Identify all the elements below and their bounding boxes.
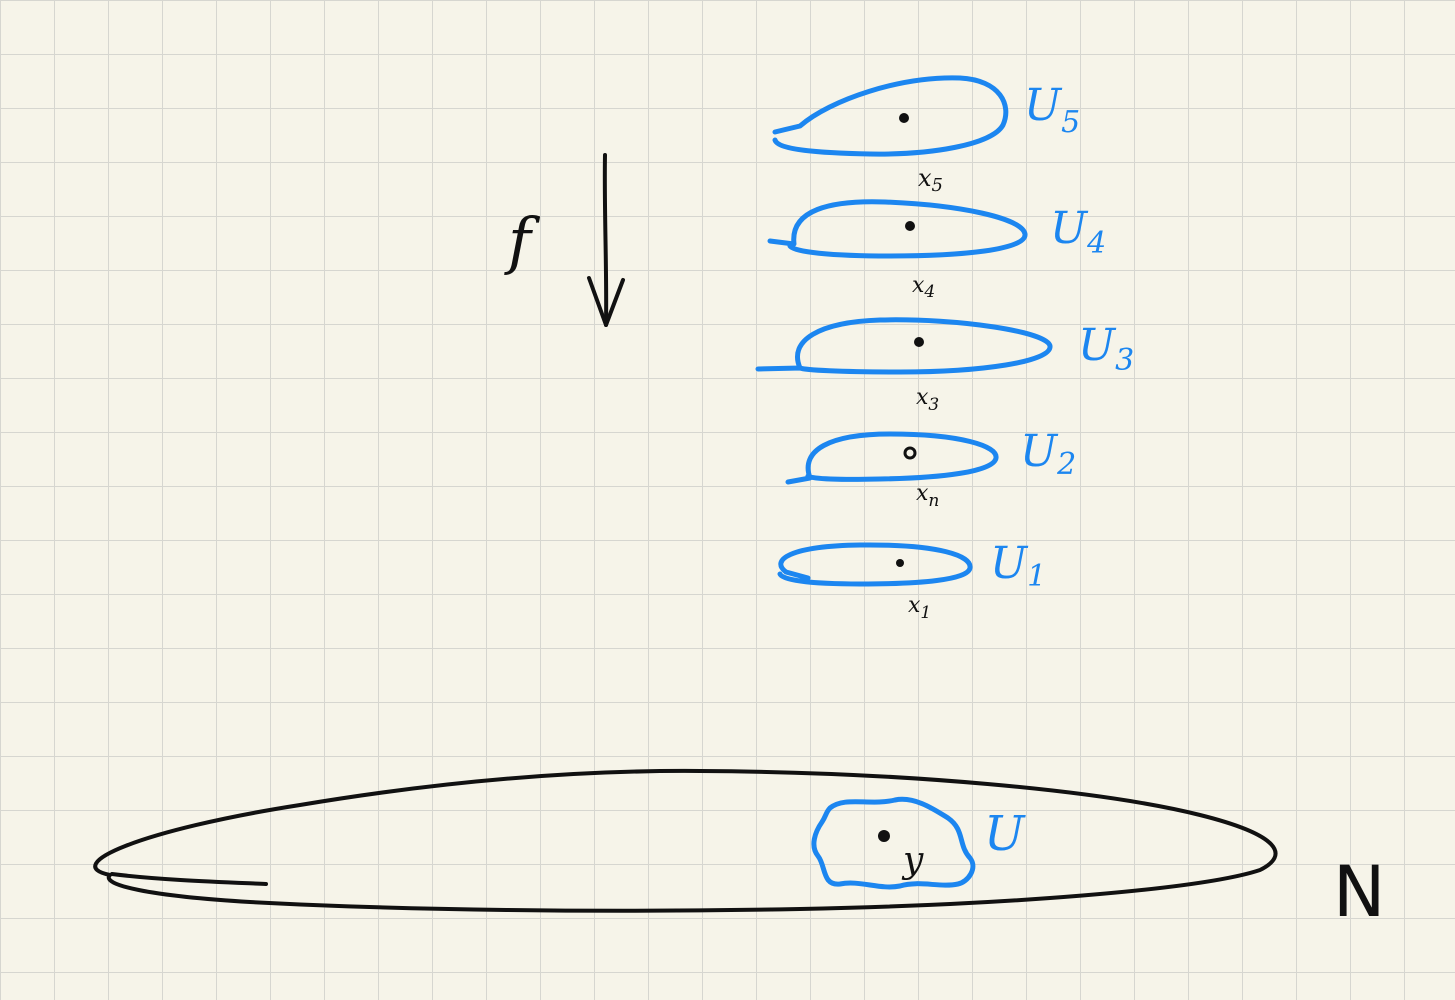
base-manifold: N (93, 768, 1385, 933)
sheet-u2: xn U2 (785, 426, 1076, 511)
sheet-u1-point-label: x1 (908, 593, 931, 623)
map-arrow-head (587, 276, 625, 327)
neighborhood-u: y U (811, 796, 1026, 890)
sheet-u2-point-dot (903, 446, 917, 460)
sheet-u5-outline (772, 75, 1009, 157)
point-y-label: y (901, 840, 924, 881)
sheet-u4-label: U4 (1050, 203, 1106, 261)
sheet-u5-point-dot (899, 113, 909, 123)
sheet-u1: x1 U1 (777, 538, 1046, 623)
sheet-u3-outline (755, 317, 1053, 375)
sheet-u4-point-dot (905, 221, 915, 231)
sheet-u2-outline (785, 431, 999, 485)
sheet-u2-point-label: xn (916, 481, 939, 511)
base-manifold-outline (93, 768, 1278, 913)
sheet-u4-point-label: x4 (912, 273, 935, 302)
sheet-u4: x4 U4 (767, 199, 1106, 302)
neighborhood-u-label: U (984, 806, 1026, 862)
sheet-u1-point-dot (896, 559, 904, 567)
sheet-u1-label: U1 (990, 538, 1046, 594)
sheet-u2-label: U2 (1020, 426, 1076, 482)
sheet-u3-point-label: x3 (916, 385, 939, 415)
sheet-u5-point-label: x5 (918, 164, 943, 196)
map-f-label: f (504, 204, 541, 277)
point-y-dot (878, 830, 890, 842)
sheet-u3-point-dot (914, 337, 924, 347)
sheet-u3-label: U3 (1078, 320, 1134, 378)
sheet-u5-label: U5 (1024, 80, 1080, 140)
sheet-u3: x3 U3 (755, 317, 1134, 415)
sheet-u4-outline (767, 199, 1028, 259)
neighborhood-u-outline (811, 796, 976, 890)
manifold-n-label: N (1333, 851, 1385, 933)
map-arrow-shaft (602, 153, 609, 327)
base-manifold-tail (110, 872, 268, 886)
sheet-u1-outline (777, 542, 973, 587)
sheet-u5: x5 U5 (772, 75, 1080, 196)
